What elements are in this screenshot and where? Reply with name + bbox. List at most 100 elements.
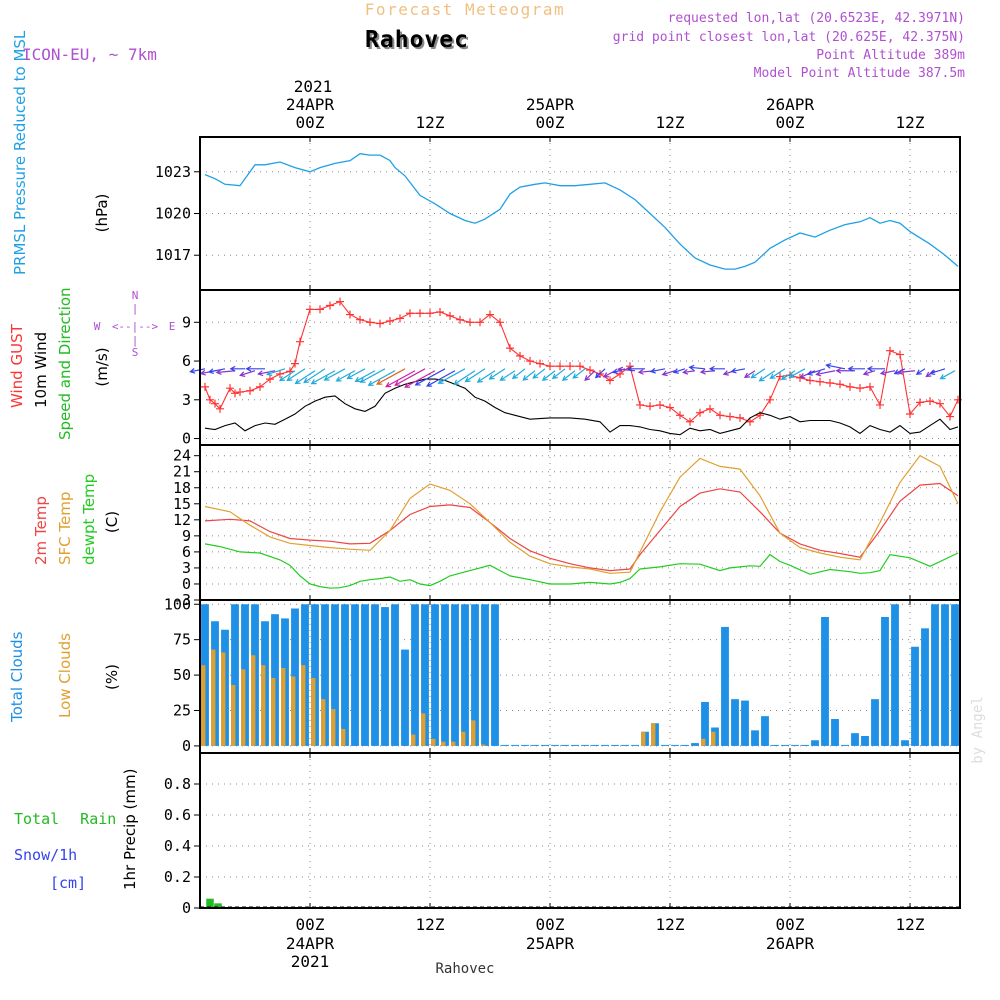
bottom-date-label: 26APR [766,934,815,953]
gust-point [606,376,614,385]
total-clouds-bar [621,744,629,746]
precipitation-panel: 0 0.2 0.4 0.6 0.8 [164,752,961,917]
wind-direction-arrow [699,368,716,375]
pressure-panel: 1017 1020 1023 [155,136,961,291]
total-clouds-bar [851,733,859,746]
bottom-time-label: 12Z [656,915,685,934]
total-clouds-bar [451,604,459,746]
bottom-year: 2021 [291,952,330,971]
low-clouds-bar [241,669,246,746]
wind-direction-arrow [862,370,876,376]
total-clouds-bar [471,604,479,746]
top-year: 2021 [294,77,333,96]
gust-point [916,398,924,407]
wind-direction-arrow [310,370,336,385]
total-clouds-bar [631,744,639,746]
wind-direction-arrow [915,368,926,375]
bottom-date-label: 24APR [286,934,335,953]
total-clouds-bar [561,744,569,746]
gust-point [236,388,244,397]
total-clouds-bar [381,607,389,746]
total-clouds-bar [811,740,819,746]
gust-point [466,318,474,327]
wind-direction-arrow [541,370,556,382]
total-clouds-bar [771,744,779,746]
total-clouds-bar [891,604,899,746]
wind-direction-arrow [551,368,566,380]
gust-line [204,300,959,423]
wind-direction-arrow [929,368,946,376]
wind-direction-arrow [617,366,636,373]
y-tick-label: 3 [182,559,191,577]
total-clouds-bar [841,744,849,746]
total-clouds-bar [941,604,949,746]
gust-point [306,305,314,314]
precip-label: 1hr Precip (mm) [121,769,139,890]
wind-direction-arrow [743,370,756,378]
total-clouds-bar [691,743,699,746]
low-clouds-bar [201,665,206,746]
wind-direction-arrow [584,370,596,382]
low-clouds-bar [281,668,286,746]
y-tick-label: 0 [182,430,191,448]
gust-point [666,403,674,412]
total-rain-label: Total Rain [14,810,116,828]
y-tick-label: 12 [173,511,191,529]
gust-point [616,369,624,378]
wind-direction-arrow [245,365,265,372]
total-clouds-bar [741,700,749,746]
wind-direction-arrow [602,370,616,378]
total-clouds-bar [871,699,879,746]
total-clouds-bar [861,736,869,746]
total-clouds-bar [511,744,519,746]
wind-direction-arrow [499,370,516,381]
gust-point [416,309,424,318]
gust-point [426,309,434,318]
y-tick-label: 0 [182,899,191,917]
wind-direction-arrow [815,370,836,377]
gust-point [746,417,754,426]
gust-point [856,384,864,393]
total-clouds-label: Total Clouds [8,631,26,723]
wind-direction-arrow [359,368,386,383]
top-date-label: 25APR [526,95,575,114]
wind-direction-arrow [879,369,896,376]
gust-point [231,389,239,398]
y-tick-label: 0.6 [164,806,191,824]
wind-direction-arrow [708,365,725,372]
total-clouds-bar [761,716,769,746]
wind-direction-arrow [661,370,676,377]
y-tick-label: 9 [182,527,191,545]
wind-direction-arrow [323,368,346,381]
wind-direction-arrow [758,370,776,382]
low-clouds-bar [251,655,256,746]
gust-point [926,397,934,406]
total-clouds-bar [661,744,669,746]
wind-direction-arrow [385,370,416,388]
low-clouds-bar [311,677,316,746]
wind-direction-arrow [682,368,696,375]
total-clouds-bar [681,744,689,746]
gust-point [896,350,904,359]
wind-direction-arrow [367,370,396,386]
y-tick-label: 3 [182,391,191,409]
low-clouds-bar [331,709,336,746]
panel-frame [199,752,961,909]
bottom-time-label: 12Z [416,915,445,934]
footer-location: Rahovec [435,961,494,977]
wind-direction-arrow [303,368,326,384]
top-time-label: 12Z [656,113,685,132]
wind-direction-arrow [335,370,356,382]
gust-point [211,399,219,408]
svg-text:|: | [132,334,139,347]
gust-point [646,402,654,411]
gust-point [706,404,714,413]
total-clouds-bar [311,604,319,746]
wind-direction-arrow [939,370,956,380]
total-clouds-bar [801,744,809,746]
total-clouds-bar [901,740,909,746]
wind-direction-arrow [730,367,746,374]
total-clouds-bar [781,744,789,746]
wind-speed-dir-label: Speed and Direction [56,287,74,440]
